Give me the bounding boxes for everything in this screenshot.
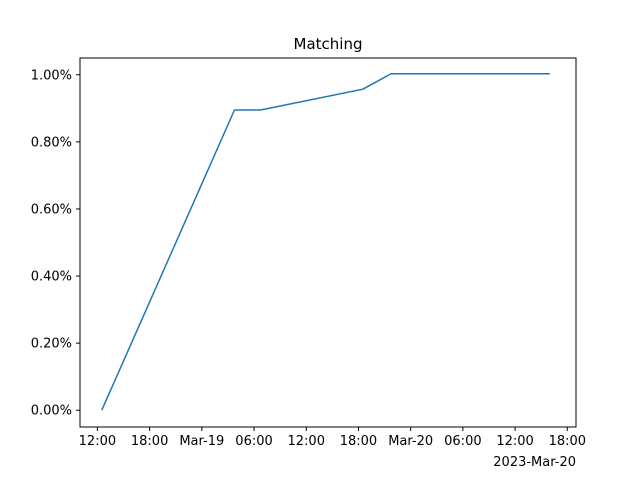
series-line-1 xyxy=(101,73,550,411)
x-tick-label: 06:00 xyxy=(235,434,272,449)
x-tick-label: Mar-19 xyxy=(179,434,224,449)
x-tick-label: 18:00 xyxy=(549,434,586,449)
y-tick-label: 0.20% xyxy=(31,337,72,352)
chart-title: Matching xyxy=(294,35,363,53)
x-axis: 12:00 18:00 Mar-19 06:00 12:00 18:00 Mar-20 06:… xyxy=(79,427,586,449)
y-tick-label: 0.80% xyxy=(31,135,72,150)
y-tick-label: 0.60% xyxy=(31,202,72,217)
y-tick-label: 0.00% xyxy=(31,404,72,419)
x-tick-label: 12:00 xyxy=(79,434,116,449)
x-axis-offset-label: 2023-Mar-20 xyxy=(493,455,576,470)
plot-area xyxy=(101,73,550,411)
x-tick-label: 18:00 xyxy=(131,434,168,449)
x-tick-label: Mar-20 xyxy=(388,434,433,449)
y-axis: 0.00% 0.20% 0.40% 0.60% 0.80% 1.00% xyxy=(31,68,80,419)
y-tick-label: 0.40% xyxy=(31,270,72,285)
plot-frame xyxy=(79,57,577,428)
y-tick-label: 1.00% xyxy=(31,68,72,83)
x-tick-label: 18:00 xyxy=(340,434,377,449)
x-tick-label: 12:00 xyxy=(496,434,533,449)
x-tick-label: 06:00 xyxy=(444,434,481,449)
x-tick-label: 12:00 xyxy=(288,434,325,449)
